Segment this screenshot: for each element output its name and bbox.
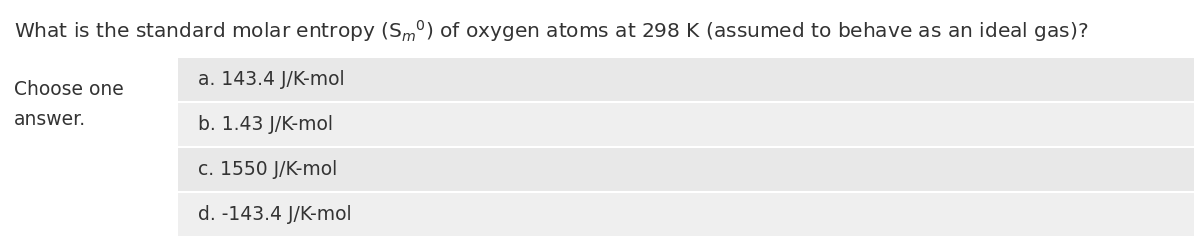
Bar [178,103,1194,146]
Text: c. 1550 J/K-mol: c. 1550 J/K-mol [198,160,337,179]
Text: What is the standard molar entropy (S$_m$$^0$) of oxygen atoms at 298 K (assumed: What is the standard molar entropy (S$_m… [14,18,1088,44]
Bar [178,148,1194,191]
Text: Choose one: Choose one [14,80,124,99]
Text: d. -143.4 J/K-mol: d. -143.4 J/K-mol [198,205,352,224]
Text: b. 1.43 J/K-mol: b. 1.43 J/K-mol [198,115,332,134]
Text: a. 143.4 J/K-mol: a. 143.4 J/K-mol [198,70,344,89]
Bar [178,58,1194,101]
Text: answer.: answer. [14,110,86,129]
Bar [178,193,1194,236]
